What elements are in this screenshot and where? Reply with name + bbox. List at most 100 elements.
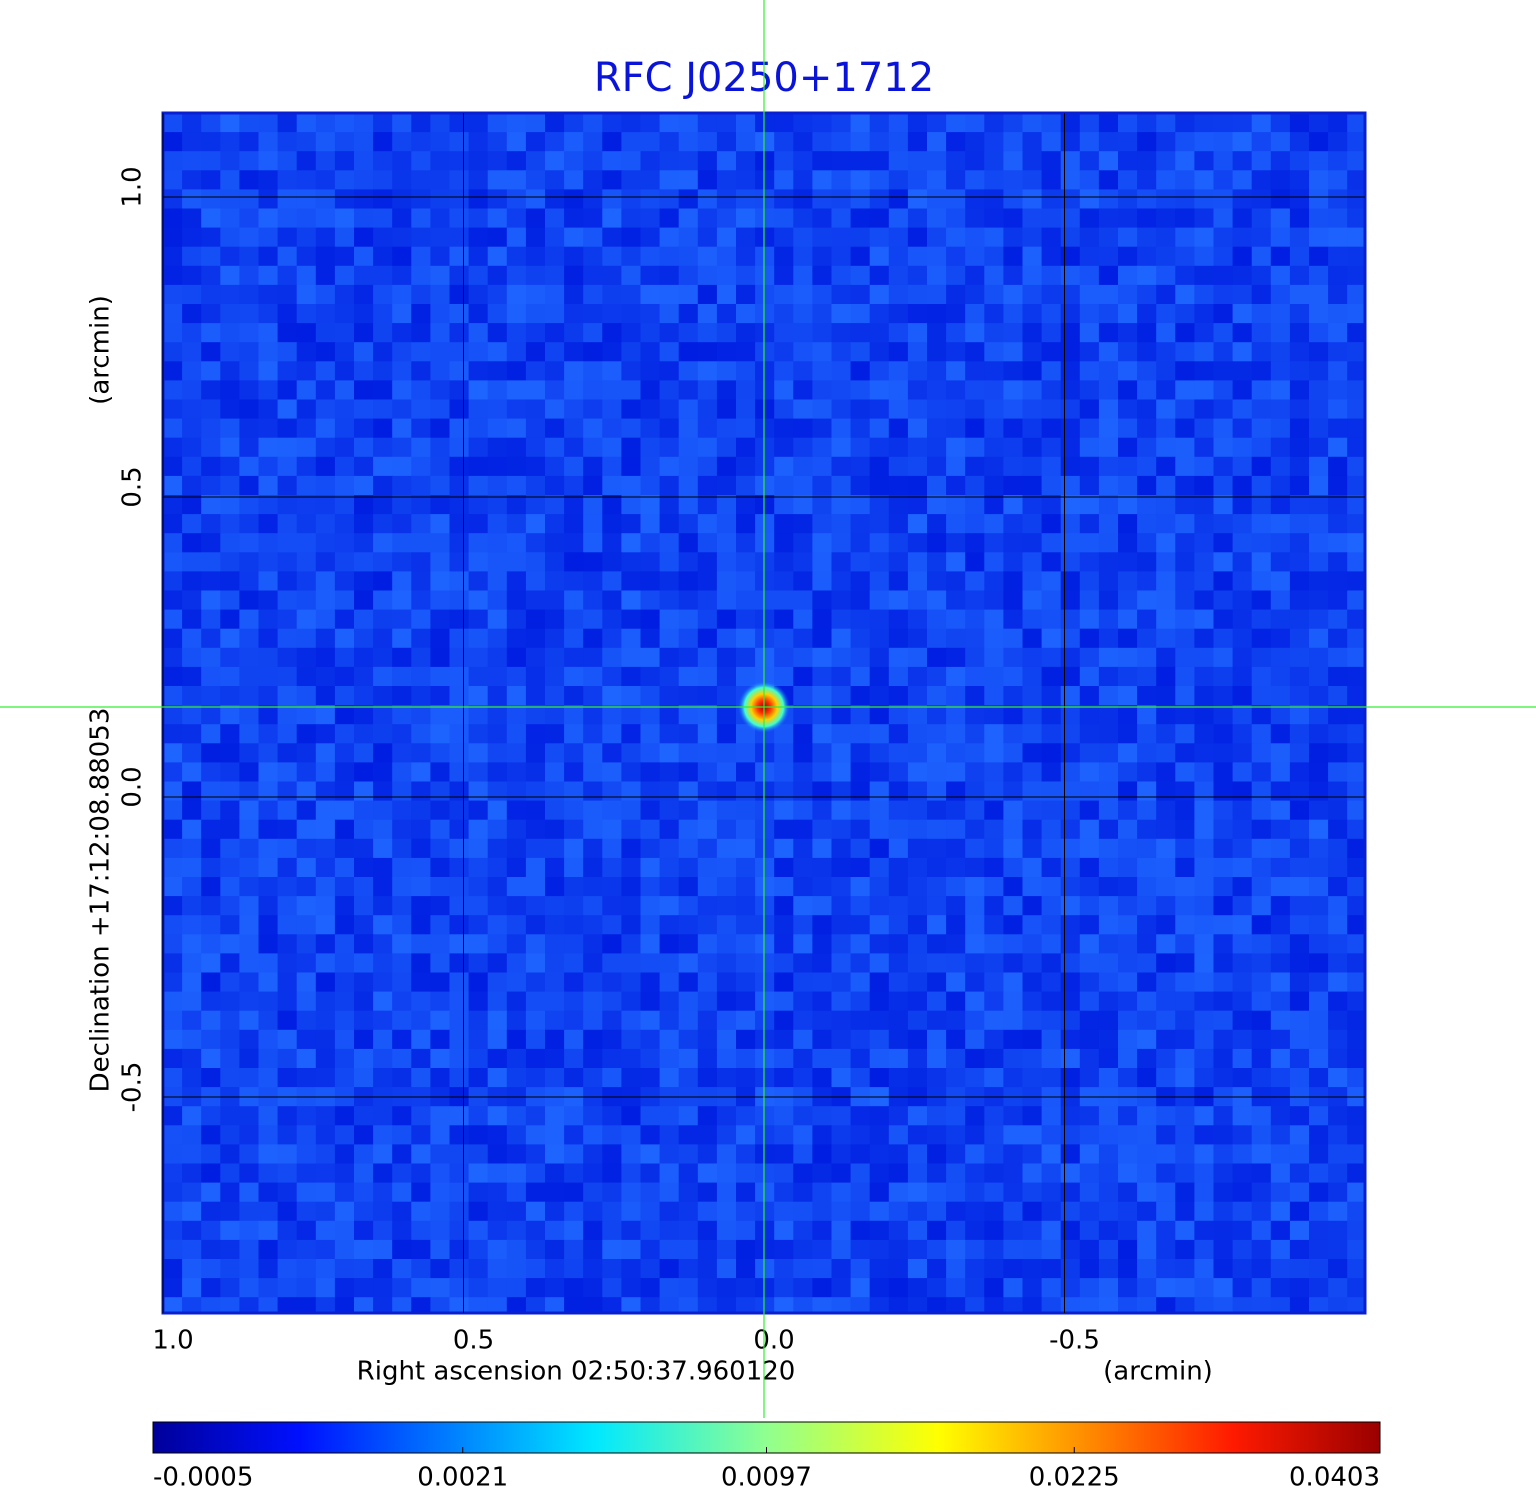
noise-pixel — [163, 647, 183, 668]
noise-pixel — [736, 342, 756, 362]
noise-pixel — [1003, 647, 1023, 668]
noise-pixel — [1156, 1201, 1176, 1222]
noise-pixel — [201, 1278, 221, 1298]
noise-pixel — [1022, 1220, 1043, 1241]
noise-pixel — [525, 571, 546, 591]
noise-pixel — [411, 1259, 431, 1279]
noise-pixel — [277, 590, 298, 611]
noise-pixel — [812, 304, 832, 324]
noise-pixel — [659, 1163, 680, 1184]
noise-pixel — [927, 1106, 947, 1126]
noise-pixel — [487, 762, 508, 782]
noise-pixel — [220, 800, 240, 821]
noise-pixel — [449, 399, 470, 420]
noise-pixel — [793, 1010, 813, 1031]
noise-pixel — [583, 666, 603, 687]
noise-pixel — [277, 896, 298, 916]
noise-pixel — [888, 170, 909, 190]
noise-pixel — [755, 170, 775, 190]
noise-pixel — [850, 647, 871, 668]
noise-pixel — [1289, 781, 1310, 802]
noise-pixel — [850, 284, 871, 305]
noise-pixel — [1347, 208, 1365, 229]
noise-pixel — [239, 972, 259, 993]
noise-pixel — [430, 1068, 450, 1088]
noise-pixel — [812, 1068, 832, 1088]
noise-pixel — [1289, 972, 1310, 993]
noise-pixel — [946, 1010, 966, 1031]
noise-pixel — [487, 418, 508, 439]
noise-pixel — [392, 1297, 412, 1313]
noise-pixel — [716, 628, 737, 649]
noise-pixel — [1232, 399, 1253, 420]
noise-pixel — [984, 399, 1004, 420]
noise-pixel — [1347, 857, 1365, 878]
noise-pixel — [1060, 342, 1081, 362]
noise-pixel — [716, 972, 737, 993]
noise-pixel — [831, 724, 852, 744]
noise-pixel — [525, 1106, 546, 1126]
noise-pixel — [640, 1278, 661, 1298]
noise-pixel — [831, 838, 852, 859]
noise-pixel — [965, 208, 985, 229]
noise-pixel — [1175, 361, 1195, 381]
noise-pixel — [392, 628, 412, 649]
noise-pixel — [1098, 304, 1119, 324]
noise-pixel — [258, 666, 279, 687]
noise-pixel — [1156, 514, 1176, 534]
noise-pixel — [525, 1297, 546, 1313]
noise-pixel — [621, 1163, 641, 1184]
noise-pixel — [831, 857, 852, 878]
noise-pixel — [1079, 552, 1100, 572]
noise-pixel — [583, 781, 603, 802]
noise-pixel — [869, 1297, 890, 1313]
noise-pixel — [793, 1068, 813, 1088]
noise-pixel — [354, 113, 374, 133]
noise-pixel — [640, 113, 661, 133]
noise-pixel — [315, 953, 336, 973]
noise-pixel — [831, 304, 852, 324]
noise-pixel — [1232, 666, 1253, 687]
noise-pixel — [487, 1259, 508, 1279]
noise-pixel — [334, 1220, 355, 1241]
noise-pixel — [373, 514, 393, 534]
noise-pixel — [239, 380, 259, 400]
noise-pixel — [1156, 1106, 1176, 1126]
noise-pixel — [946, 1068, 966, 1088]
noise-pixel — [487, 743, 508, 763]
noise-pixel — [1270, 1048, 1291, 1069]
noise-pixel — [697, 1106, 718, 1126]
noise-pixel — [1137, 1239, 1157, 1260]
noise-pixel — [354, 857, 374, 878]
noise-pixel — [946, 991, 966, 1012]
noise-pixel — [736, 1106, 756, 1126]
noise-pixel — [296, 113, 317, 133]
noise-pixel — [1003, 361, 1023, 381]
noise-pixel — [163, 170, 183, 190]
noise-pixel — [1003, 800, 1023, 821]
noise-pixel — [850, 533, 871, 553]
noise-pixel — [583, 495, 603, 515]
noise-pixel — [697, 877, 718, 897]
noise-pixel — [1251, 1259, 1272, 1279]
noise-pixel — [1003, 1048, 1023, 1069]
noise-pixel — [1270, 1106, 1291, 1126]
noise-pixel — [468, 1144, 489, 1164]
noise-pixel — [984, 1201, 1004, 1222]
noise-pixel — [678, 208, 699, 229]
noise-pixel — [774, 1278, 794, 1298]
noise-pixel — [182, 1239, 202, 1260]
noise-pixel — [564, 208, 584, 229]
noise-pixel — [411, 189, 431, 209]
noise-pixel — [1289, 495, 1310, 515]
noise-pixel — [812, 628, 832, 649]
noise-pixel — [640, 189, 661, 209]
noise-pixel — [296, 991, 317, 1012]
noise-pixel — [1137, 705, 1157, 725]
noise-pixel — [1328, 1068, 1348, 1088]
noise-pixel — [831, 896, 852, 916]
noise-pixel — [907, 227, 928, 248]
noise-pixel — [373, 857, 393, 878]
noise-pixel — [1347, 246, 1365, 267]
noise-pixel — [984, 533, 1004, 553]
